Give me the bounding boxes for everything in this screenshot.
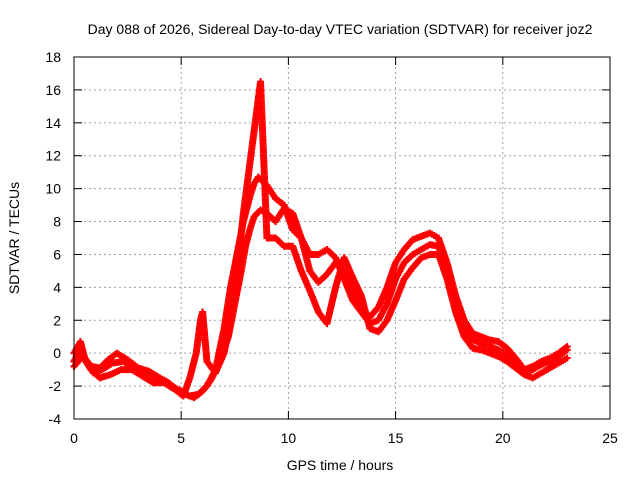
plot-frame: [73, 56, 611, 420]
y-tick-label: 4: [53, 279, 61, 295]
y-tick-label: 16: [45, 82, 61, 98]
x-tick-label: 5: [177, 430, 185, 446]
data-point: [563, 354, 571, 362]
y-axis-ticks: -4 -2 0 2 4 6 8 10 12 14 16 18: [45, 49, 610, 427]
y-tick-label: 0: [53, 345, 61, 361]
y-tick-label: 2: [53, 312, 61, 328]
x-tick-label: 20: [495, 430, 511, 446]
x-axis-label: GPS time / hours: [287, 457, 394, 473]
x-axis-ticks: 0 5 10 15 20 25: [70, 57, 618, 446]
y-tick-label: 6: [53, 246, 61, 262]
y-axis-label: SDTVAR / TECUs: [6, 182, 22, 294]
data-point: [563, 346, 571, 354]
y-tick-label: 12: [45, 148, 61, 164]
y-tick-label: 8: [53, 214, 61, 230]
y-tick-label: 18: [45, 49, 61, 65]
x-tick-label: 25: [602, 430, 618, 446]
chart-title: Day 088 of 2026, Sidereal Day-to-day VTE…: [88, 21, 593, 37]
y-tick-label: 10: [45, 181, 61, 197]
series-1: [70, 173, 571, 400]
series-3: [70, 78, 571, 400]
grid-lines: [74, 57, 610, 419]
y-tick-label: -4: [49, 411, 62, 427]
y-tick-label: -2: [49, 378, 62, 394]
data-points: [70, 78, 571, 402]
x-tick-label: 10: [281, 430, 297, 446]
x-tick-label: 0: [70, 430, 78, 446]
x-tick-label: 15: [388, 430, 404, 446]
series-2: [70, 204, 571, 402]
y-tick-label: 14: [45, 115, 61, 131]
